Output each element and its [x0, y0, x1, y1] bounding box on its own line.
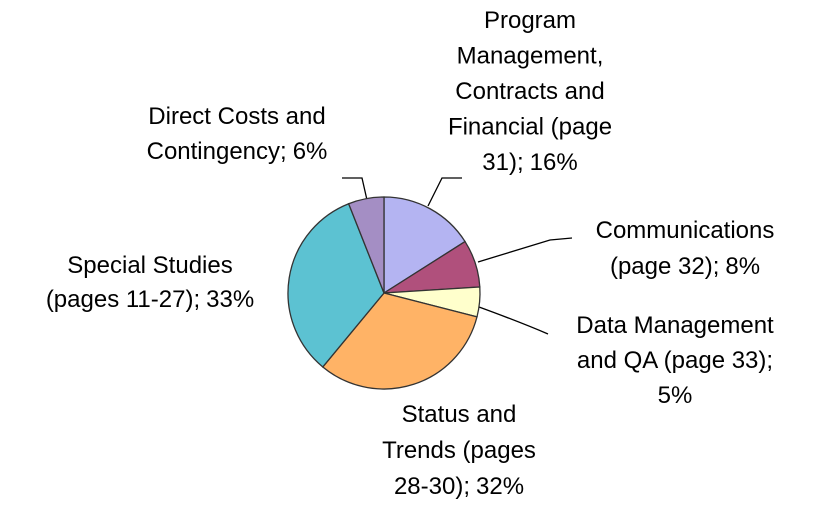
slice-label: Data Management and QA (page 33); 5% [576, 312, 774, 409]
pie-slice [347, 196, 385, 294]
slice-label: Direct Costs and Contingency; 6% [147, 103, 328, 165]
slice-label: Status and Trends (pages 28-30); 32% [382, 401, 536, 500]
label-line: (page 32); [610, 253, 719, 280]
label-line: (pages 11-27); [46, 286, 200, 313]
label-line: Status and [402, 401, 517, 428]
label-line: Direct Costs and [148, 103, 325, 130]
value-label: 16% [530, 149, 578, 176]
label-line: 31); [482, 149, 523, 176]
pie-slice [383, 196, 466, 295]
value-label: 8% [725, 253, 760, 280]
slice-label: Special Studies (pages 11-27); 33% [46, 252, 254, 313]
value-label: 33% [206, 286, 254, 313]
label-line: Communications [596, 217, 775, 244]
leader-line [427, 177, 462, 207]
label-line: Trends (pages [382, 437, 536, 464]
label-line: and QA (page 33); [577, 347, 773, 374]
slice-label: Program Management, Contracts and Financial… [448, 7, 612, 176]
label-line: Management, [457, 43, 604, 70]
slice-label: Communications (page 32); 8% [596, 217, 775, 280]
value-label: 5% [658, 382, 693, 409]
leader-line [342, 177, 368, 201]
label-line: 28-30); [394, 473, 470, 500]
label-line: Financial (page [448, 114, 612, 141]
label-line: Program [484, 7, 576, 34]
pie-slice [287, 202, 385, 368]
value-label: 32% [476, 473, 524, 500]
label-line: Contracts and [455, 78, 604, 105]
label-line: Special Studies [67, 252, 232, 279]
pie-slice [321, 292, 478, 390]
leader-line [477, 237, 573, 263]
value-label: 6% [293, 138, 328, 165]
leader-line [478, 306, 549, 335]
label-line: Data Management [576, 312, 774, 339]
label-line: Contingency; [147, 138, 287, 165]
